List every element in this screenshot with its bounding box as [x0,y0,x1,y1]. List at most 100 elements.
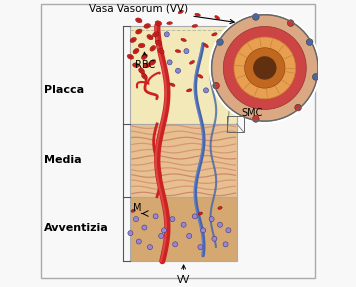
Ellipse shape [209,66,214,70]
Ellipse shape [150,59,156,65]
Bar [227,116,244,132]
Ellipse shape [152,61,154,63]
Ellipse shape [146,64,148,66]
Circle shape [204,88,209,93]
Ellipse shape [138,43,145,48]
Ellipse shape [198,75,203,78]
Circle shape [252,13,259,20]
Circle shape [167,60,172,65]
Ellipse shape [150,46,156,51]
Circle shape [218,54,222,59]
Circle shape [153,214,158,219]
Ellipse shape [158,48,164,54]
Ellipse shape [149,36,151,38]
Circle shape [209,217,214,222]
Ellipse shape [129,56,132,58]
Circle shape [173,242,178,247]
Ellipse shape [178,10,183,14]
Ellipse shape [146,25,148,27]
Bar [130,197,237,261]
Ellipse shape [127,54,134,59]
Ellipse shape [140,69,143,72]
Ellipse shape [137,30,140,33]
Ellipse shape [131,209,135,212]
Circle shape [287,20,294,26]
Circle shape [142,225,147,230]
Ellipse shape [154,33,157,35]
Text: Avventizia: Avventizia [44,222,108,232]
Ellipse shape [130,37,136,42]
Ellipse shape [160,50,162,52]
Text: Placca: Placca [44,85,84,95]
Ellipse shape [181,38,186,42]
Ellipse shape [136,29,142,34]
Circle shape [218,222,222,227]
Circle shape [245,48,285,88]
Ellipse shape [155,40,162,45]
Ellipse shape [192,24,198,28]
Circle shape [184,49,189,54]
Circle shape [223,242,228,247]
Circle shape [213,82,220,89]
Ellipse shape [133,49,139,54]
Ellipse shape [135,64,137,66]
Ellipse shape [195,13,200,16]
Circle shape [226,228,231,233]
Circle shape [134,217,138,222]
Ellipse shape [147,34,153,40]
Circle shape [252,116,259,122]
Ellipse shape [157,22,160,24]
Ellipse shape [143,75,146,77]
Circle shape [192,214,197,219]
Circle shape [295,104,302,111]
Text: Media: Media [44,155,81,165]
Circle shape [211,15,318,121]
Bar [130,124,237,197]
Circle shape [198,245,203,250]
Circle shape [253,56,277,80]
Ellipse shape [215,15,220,20]
Circle shape [201,228,206,233]
Ellipse shape [142,73,147,79]
Ellipse shape [136,18,142,23]
Circle shape [181,222,186,227]
Ellipse shape [139,68,145,73]
Ellipse shape [140,44,143,46]
Ellipse shape [135,50,137,52]
Bar [130,26,237,124]
Ellipse shape [155,21,162,26]
Ellipse shape [152,47,154,50]
Circle shape [234,37,295,99]
Text: VV: VV [177,265,190,285]
Circle shape [162,228,167,233]
Circle shape [306,39,313,45]
Circle shape [159,233,164,238]
Ellipse shape [143,56,146,58]
Circle shape [170,217,175,222]
Ellipse shape [198,212,203,215]
Ellipse shape [212,33,217,36]
Ellipse shape [152,32,159,37]
Circle shape [223,26,306,109]
Circle shape [147,245,152,250]
Circle shape [136,239,141,244]
Ellipse shape [137,19,140,22]
Ellipse shape [132,39,135,41]
Circle shape [313,73,319,80]
Circle shape [209,12,321,124]
Text: SMC: SMC [241,108,262,118]
Text: Vasa Vasorum (VV): Vasa Vasorum (VV) [89,3,234,24]
Text: RBC: RBC [135,52,155,70]
Ellipse shape [175,50,181,53]
Ellipse shape [144,63,151,67]
Ellipse shape [167,22,172,25]
Circle shape [216,39,223,45]
Circle shape [164,32,169,37]
Ellipse shape [144,24,151,28]
Ellipse shape [218,206,222,210]
Circle shape [176,68,180,73]
Circle shape [187,233,192,238]
Text: M: M [133,203,142,213]
Ellipse shape [141,54,147,59]
Ellipse shape [189,61,194,64]
